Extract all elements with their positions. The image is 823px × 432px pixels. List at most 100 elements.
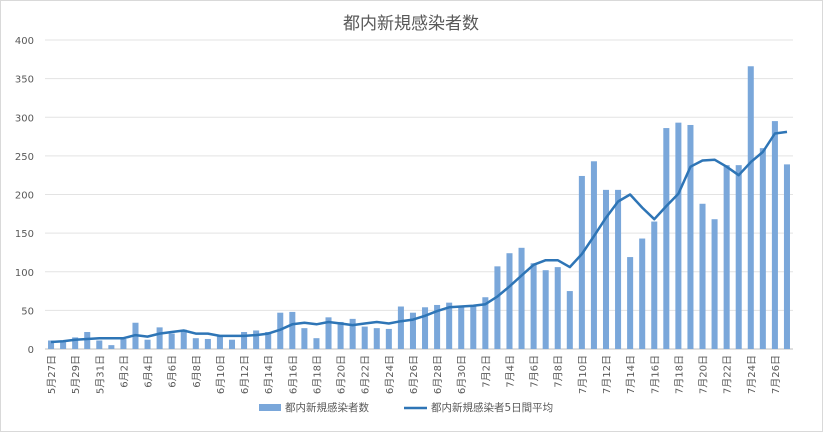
bar <box>506 253 513 349</box>
chart-title: 都内新規感染者数 <box>343 14 479 34</box>
bar <box>72 337 79 349</box>
bar <box>735 165 742 349</box>
x-tick-label: 7月2日 <box>480 355 492 388</box>
x-tick-label: 7月22日 <box>722 355 734 394</box>
bar <box>156 327 163 349</box>
x-tick-label: 6月16日 <box>287 355 299 394</box>
x-tick-label: 6月10日 <box>215 355 227 394</box>
x-tick-label: 7月16日 <box>649 355 661 394</box>
x-tick-label: 6月8日 <box>191 355 203 388</box>
x-tick-label: 6月6日 <box>167 355 179 388</box>
bar <box>771 121 778 349</box>
x-tick-label: 5月27日 <box>46 355 58 394</box>
x-tick-label: 5月29日 <box>70 355 82 394</box>
y-tick-label: 200 <box>15 191 34 202</box>
x-tick-label: 6月26日 <box>408 355 420 394</box>
bar <box>96 340 103 349</box>
bar <box>627 257 634 349</box>
bar <box>289 311 296 349</box>
x-tick-label: 6月28日 <box>432 355 444 394</box>
bar <box>747 66 754 349</box>
bar <box>48 340 55 349</box>
x-axis: 5月27日 5月29日 5月31日 6月2日 6月4日 6月6日 6月8日 6月10日 6月12… <box>46 355 782 394</box>
x-tick-label: 6月24日 <box>384 355 396 394</box>
y-tick-label: 100 <box>15 268 34 279</box>
legend-swatch-bars <box>259 404 281 411</box>
legend: 都内新規感染者数 都内新規感染者5日間平均 <box>259 401 553 414</box>
bar <box>192 338 199 349</box>
legend-label-bars: 都内新規感染者数 <box>285 401 369 414</box>
bar <box>422 307 429 349</box>
bar <box>361 326 368 349</box>
bar-series <box>48 66 790 349</box>
bar <box>711 219 718 349</box>
bar <box>783 164 790 349</box>
x-tick-label: 7月4日 <box>504 355 516 388</box>
bar <box>602 189 610 349</box>
bar <box>168 333 175 349</box>
bar <box>675 122 682 349</box>
bar <box>228 339 236 349</box>
bar <box>494 266 501 349</box>
bar <box>687 124 694 349</box>
bar <box>590 161 597 349</box>
x-tick-label: 7月10日 <box>577 355 589 394</box>
bar <box>120 338 127 349</box>
y-tick-label: 0 <box>28 345 34 356</box>
bar <box>265 332 272 349</box>
series-line <box>50 130 788 344</box>
x-tick-label: 6月18日 <box>311 355 323 394</box>
bar <box>337 321 344 349</box>
bar <box>301 328 308 349</box>
y-tick-label: 250 <box>15 152 34 163</box>
y-tick-label: 400 <box>15 36 34 47</box>
bar <box>554 267 561 349</box>
bar <box>409 312 416 349</box>
bar <box>313 338 320 349</box>
bar <box>216 335 223 349</box>
bar <box>204 338 211 349</box>
y-tick-label: 150 <box>15 229 34 240</box>
x-tick-label: 5月31日 <box>94 355 106 394</box>
bar <box>723 165 730 349</box>
x-tick-label: 6月30日 <box>456 355 468 394</box>
x-tick-label: 6月2日 <box>118 355 130 388</box>
y-tick-label: 350 <box>15 75 34 86</box>
x-tick-label: 6月22日 <box>360 355 372 394</box>
bar <box>253 330 260 349</box>
bar <box>434 304 441 349</box>
bar <box>759 148 766 349</box>
x-tick-label: 6月14日 <box>263 355 275 394</box>
x-tick-label: 6月20日 <box>336 355 348 394</box>
bar <box>615 189 622 349</box>
bar <box>699 203 706 349</box>
bar <box>651 221 658 349</box>
x-tick-label: 7月12日 <box>601 355 613 394</box>
bar <box>542 270 549 349</box>
y-axis: 0 50 100 150 200 250 300 350 400 <box>15 36 34 356</box>
x-tick-label: 7月18日 <box>673 355 685 394</box>
bar <box>325 317 332 349</box>
bar <box>108 345 115 349</box>
x-tick-label: 7月26日 <box>770 355 782 394</box>
bar <box>482 297 489 349</box>
x-tick-label: 7月24日 <box>746 355 758 394</box>
x-tick-label: 6月4日 <box>143 355 155 388</box>
bar <box>385 328 392 349</box>
bar <box>566 291 573 349</box>
bar <box>578 175 585 349</box>
y-tick-label: 50 <box>21 306 34 317</box>
bar <box>144 339 151 349</box>
bar <box>349 318 356 349</box>
bar <box>458 307 465 349</box>
bar <box>180 329 187 349</box>
bar <box>241 332 248 349</box>
line-series <box>50 130 788 344</box>
bar <box>446 302 453 349</box>
y-tick-label: 300 <box>15 113 34 124</box>
bar <box>663 128 670 349</box>
x-tick-label: 6月12日 <box>239 355 251 394</box>
bar <box>639 238 646 349</box>
bar <box>60 342 67 349</box>
bar <box>518 247 525 349</box>
